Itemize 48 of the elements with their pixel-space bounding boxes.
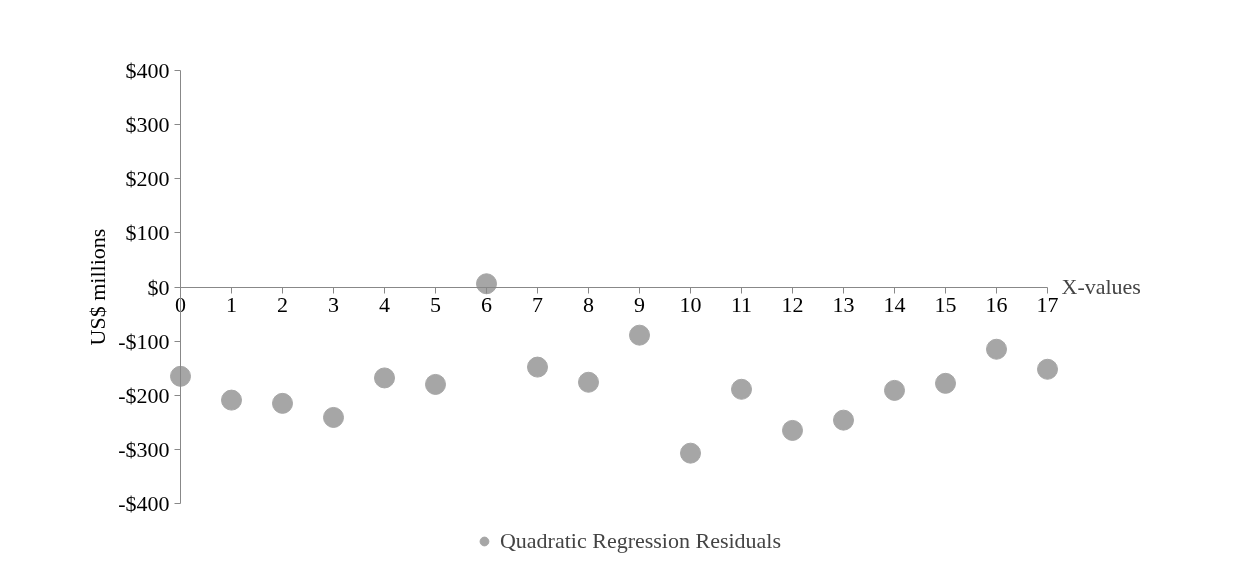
x-tick-label: 5 <box>430 292 441 317</box>
point <box>986 338 1007 360</box>
point <box>425 373 446 395</box>
y-tick-label: $300 <box>125 112 170 138</box>
point <box>935 372 956 394</box>
y-tick-label: $200 <box>125 166 170 192</box>
point <box>578 371 599 393</box>
x-tick-label: 12 <box>781 292 804 317</box>
point <box>476 273 497 295</box>
point <box>323 406 344 428</box>
x-tick-label: 16 <box>985 292 1008 317</box>
y-axis-title: US$ millions <box>85 228 111 346</box>
x-tick-label: 0 <box>175 292 186 317</box>
x-tick-label: 7 <box>532 292 543 317</box>
x-tick-label: 15 <box>934 292 957 317</box>
x-tick-label: 1 <box>226 292 237 317</box>
y-tick-label: -$200 <box>118 382 170 408</box>
point <box>731 378 752 400</box>
point <box>833 409 854 431</box>
x-tick-label: 2 <box>277 292 288 317</box>
x-tick-label: 13 <box>832 292 855 317</box>
x-tick-label: 10 <box>679 292 702 317</box>
y-tick-label: -$400 <box>118 491 170 516</box>
x-tick-label: 9 <box>634 292 645 317</box>
x-tick-label: 4 <box>379 292 390 317</box>
point <box>170 365 191 387</box>
point <box>782 419 803 441</box>
point <box>1037 358 1058 380</box>
point <box>884 379 905 401</box>
y-tick-label: -$100 <box>118 328 170 354</box>
x-tick-label: 3 <box>328 292 339 317</box>
y-tick-label: -$300 <box>118 436 170 462</box>
x-axis-title: X-values <box>1061 274 1141 299</box>
x-tick-label: 11 <box>730 292 753 317</box>
point <box>527 356 548 378</box>
point <box>374 367 395 389</box>
y-tick-label: $0 <box>147 274 170 300</box>
x-tick-label: 6 <box>481 292 492 317</box>
legend-label: Quadratic Regression Residuals <box>499 528 782 554</box>
point <box>680 442 701 464</box>
point <box>272 392 293 414</box>
x-tick-label: 14 <box>883 292 906 317</box>
point <box>629 324 650 346</box>
y-tick-label: $100 <box>125 220 170 246</box>
point <box>221 389 242 411</box>
y-tick-label: $400 <box>125 58 170 83</box>
x-tick-label: 8 <box>583 292 594 317</box>
x-tick-label: 17 <box>1036 292 1059 317</box>
